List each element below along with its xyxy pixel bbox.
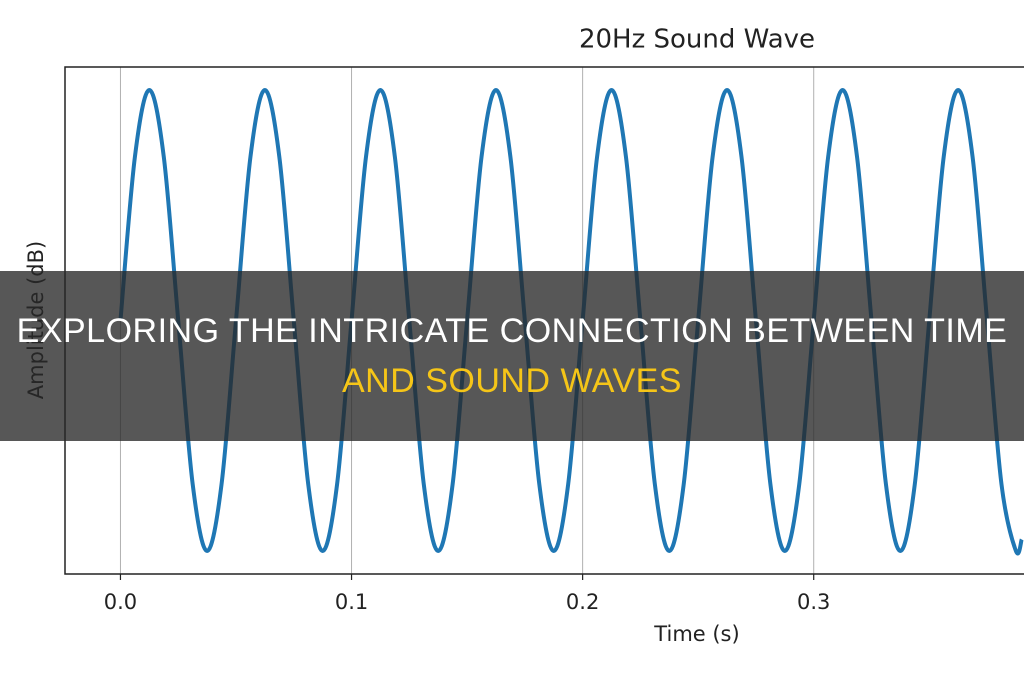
banner-line: AND SOUND WAVES [342, 362, 682, 400]
x-axis-label: Time (s) [653, 622, 739, 646]
x-tick-label: 0.3 [797, 590, 830, 614]
x-tick-label: 0.1 [335, 590, 368, 614]
banner-line: EXPLORING THE INTRICATE CONNECTION BETWE… [16, 312, 1008, 350]
x-tick-label: 0.0 [104, 590, 137, 614]
title-banner: EXPLORING THE INTRICATE CONNECTION BETWE… [0, 271, 1024, 441]
chart-title: 20Hz Sound Wave [579, 25, 815, 55]
x-tick-label: 0.2 [566, 590, 599, 614]
